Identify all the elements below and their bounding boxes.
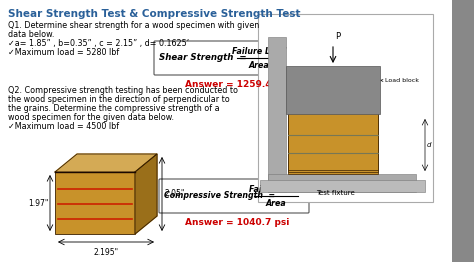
FancyBboxPatch shape [159,179,309,213]
Bar [288,112,378,170]
Text: Area: Area [265,199,286,208]
Text: 2.195": 2.195" [93,248,118,257]
Text: Failure Load: Failure Load [249,184,303,194]
Polygon shape [135,154,157,234]
Text: Answer = 1259.4 psi: Answer = 1259.4 psi [185,80,290,89]
Bar [268,174,416,192]
Text: Shear Strength  =: Shear Strength = [159,53,246,63]
Text: Test fixture: Test fixture [316,190,355,196]
Bar [258,14,433,202]
Text: Answer = 1040.7 psi: Answer = 1040.7 psi [185,218,289,227]
Text: data below.: data below. [8,30,55,39]
Polygon shape [55,154,157,172]
Bar [55,172,135,234]
Bar [260,180,425,192]
Text: Area: Area [249,61,269,69]
Text: Shear Strength Test & Compressive Strength Test: Shear Strength Test & Compressive Streng… [8,9,301,19]
Bar [288,114,378,172]
Text: the wood specimen in the direction of perpendicular to: the wood specimen in the direction of pe… [8,95,230,104]
Text: ✓Maximum load = 5280 lbf: ✓Maximum load = 5280 lbf [8,48,119,57]
Text: Failure Load: Failure Load [232,46,286,56]
Text: wood specimen for the given data below.: wood specimen for the given data below. [8,113,174,122]
Text: ✓Maximum load = 4500 lbf: ✓Maximum load = 4500 lbf [8,122,119,131]
Text: Q2. Compressive strength testing has been conducted to: Q2. Compressive strength testing has bee… [8,86,238,95]
Bar [286,66,380,114]
Text: P: P [335,32,340,41]
Text: Load block: Load block [381,78,419,83]
Bar [288,116,378,174]
Text: d: d [427,142,431,148]
Text: 2.05": 2.05" [165,189,185,199]
Text: the grains. Determine the compressive strength of a: the grains. Determine the compressive st… [8,104,219,113]
Text: Q1. Determine shear strength for a wood specimen with given: Q1. Determine shear strength for a wood … [8,21,259,30]
FancyBboxPatch shape [154,41,294,75]
Text: 1.97": 1.97" [28,199,49,208]
Bar [268,37,286,192]
Text: ✓a= 1.85” , b=0.35” , c = 2.15” , d= 0.1625’: ✓a= 1.85” , b=0.35” , c = 2.15” , d= 0.1… [8,39,189,48]
Text: Compressive Strength  =: Compressive Strength = [164,192,275,200]
